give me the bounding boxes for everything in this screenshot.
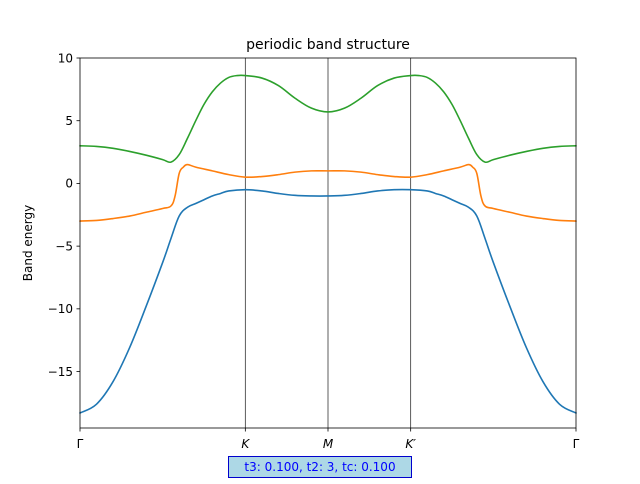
x-tick-label: M — [323, 437, 334, 451]
parameter-box[interactable]: t3: 0.100, t2: 3, tc: 0.100 — [228, 456, 412, 478]
x-tick-label: Γ — [573, 437, 580, 451]
x-tick-label: K — [241, 437, 250, 451]
band-line-3 — [79, 74, 577, 164]
chart-title: periodic band structure — [246, 37, 410, 53]
band-lines — [79, 74, 577, 414]
kpoint-lines — [244, 58, 412, 428]
y-tick-label: −15 — [48, 365, 73, 379]
y-axis-label: Band energy — [21, 205, 35, 281]
y-tick-label: 10 — [58, 51, 73, 65]
axes: 10 5 0 −5 −10 −15 Γ K M K′ Γ — [48, 51, 580, 451]
x-tick-label: Γ — [77, 437, 84, 451]
band-line-1 — [79, 188, 577, 414]
x-tick-label: K′ — [405, 437, 416, 451]
y-tick-label: 5 — [65, 114, 73, 128]
y-tick-label: 0 — [65, 177, 73, 191]
band-line-2 — [79, 163, 577, 222]
y-tick-label: −10 — [48, 302, 73, 316]
y-tick-label: −5 — [55, 239, 73, 253]
